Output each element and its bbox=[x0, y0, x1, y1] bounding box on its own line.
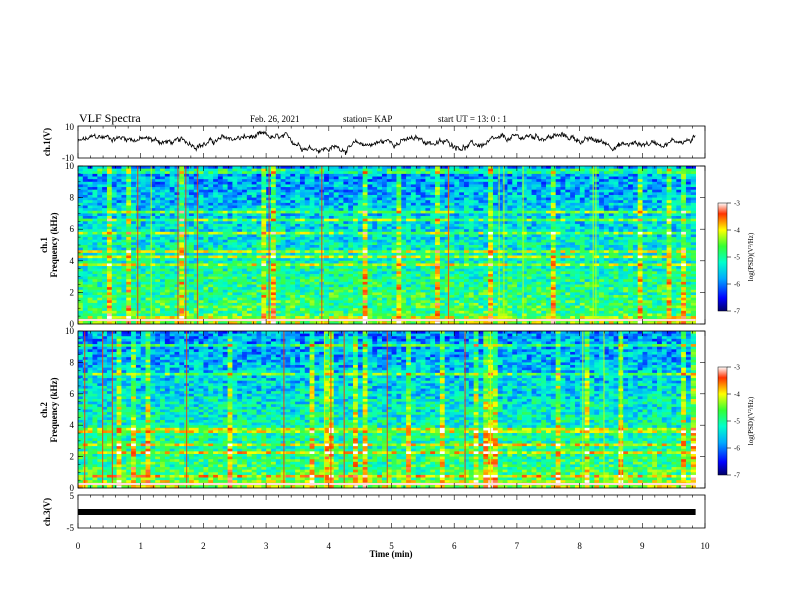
x-tick-label: 7 bbox=[515, 541, 520, 551]
ch1-spectrogram-panel: 0 2 4 6 8 10 ch.1 Frequency (kHz) bbox=[39, 161, 706, 329]
ch1-colorbar-label: log(PSD)(V²/Hz) bbox=[747, 232, 755, 281]
colorbar-tick-label: -4 bbox=[734, 227, 740, 235]
ch2-spectrogram-panel: 0 2 4 6 8 10 ch.2 Frequency (kHz) bbox=[39, 326, 706, 493]
colorbar-tick-label: -5 bbox=[734, 418, 740, 426]
ch2-spec-ylabel-1: ch.2 bbox=[39, 402, 49, 418]
y-tick-label: 0 bbox=[70, 319, 75, 329]
y-tick-label: 10 bbox=[65, 161, 75, 171]
y-tick-label: 4 bbox=[70, 420, 75, 430]
x-tick-label: 8 bbox=[577, 541, 582, 551]
colorbar-tick-label: -7 bbox=[734, 472, 740, 480]
station-label: station= KAP bbox=[343, 114, 392, 124]
colorbar-tick-label: -4 bbox=[734, 391, 740, 399]
x-tick-label: 3 bbox=[264, 541, 269, 551]
x-tick-label: 10 bbox=[701, 541, 711, 551]
ch2-spectrogram-image bbox=[78, 331, 705, 489]
ch1-ytick-bottom: -10 bbox=[62, 153, 74, 163]
ch3-ytick-bottom: -5 bbox=[67, 523, 75, 533]
colorbar-tick-label: -3 bbox=[734, 200, 740, 208]
ch3-signal-line bbox=[78, 509, 696, 515]
figure-title: VLF Spectra bbox=[79, 111, 141, 125]
x-tick-label: 5 bbox=[389, 541, 394, 551]
ch1-colorbar: -3 -4 -5 -6 -7 log(PSD)(V²/Hz) bbox=[717, 200, 755, 316]
y-tick-label: 6 bbox=[70, 389, 75, 399]
y-tick-label: 10 bbox=[65, 326, 75, 336]
y-tick-label: 2 bbox=[70, 287, 75, 297]
x-tick-label: 1 bbox=[138, 541, 143, 551]
y-tick-label: 8 bbox=[70, 193, 75, 203]
x-tick-label: 0 bbox=[76, 541, 81, 551]
ch2-colorbar: -3 -4 -5 -6 -7 log(PSD)(V²/Hz) bbox=[717, 364, 755, 480]
x-axis-label: Time (min) bbox=[369, 549, 412, 559]
colorbar-tick-label: -5 bbox=[734, 254, 740, 262]
y-tick-label: 4 bbox=[70, 256, 75, 266]
ch1-ytick-top: 10 bbox=[65, 122, 75, 132]
colorbar-tick-label: -6 bbox=[734, 281, 740, 289]
ch1-waveform-panel: 10 -10 ch.1(V) bbox=[42, 122, 706, 163]
ch3-ylabel: ch.3(V) bbox=[42, 498, 52, 526]
ch2-colorbar-label: log(PSD)(V²/Hz) bbox=[747, 396, 755, 445]
y-tick-label: 8 bbox=[70, 357, 75, 367]
y-tick-label: 0 bbox=[70, 483, 75, 493]
date-label: Feb. 26, 2021 bbox=[250, 114, 300, 124]
start-time-label: start UT = 13: 0 : 1 bbox=[438, 114, 507, 124]
ch1-spec-ylabel-2: Frequency (kHz) bbox=[49, 212, 59, 277]
colorbar-tick-label: -6 bbox=[734, 445, 740, 453]
ch1-waveform-line bbox=[78, 130, 696, 155]
ch1-spectrogram-image bbox=[78, 166, 705, 325]
x-tick-label: 2 bbox=[201, 541, 206, 551]
ch1-colorbar-gradient bbox=[717, 202, 728, 312]
x-tick-label: 9 bbox=[640, 541, 645, 551]
colorbar-tick-label: -3 bbox=[734, 364, 740, 372]
ch1-ylabel: ch.1(V) bbox=[42, 128, 52, 156]
x-tick-label: 4 bbox=[327, 541, 332, 551]
ch3-ytick-top: 5 bbox=[70, 491, 75, 501]
ch3-panel: 5 -5 ch.3(V) 0 1 2 3 4 5 6 7 8 9 10 Time (min) bbox=[42, 491, 710, 559]
y-tick-label: 6 bbox=[70, 224, 75, 234]
y-tick-label: 2 bbox=[70, 452, 75, 462]
x-tick-label: 6 bbox=[452, 541, 457, 551]
ch1-spec-ylabel-1: ch.1 bbox=[39, 237, 49, 253]
colorbar-tick-label: -7 bbox=[734, 308, 740, 316]
ch2-spec-ylabel-2: Frequency (kHz) bbox=[49, 377, 59, 442]
ch2-colorbar-gradient bbox=[717, 366, 728, 476]
